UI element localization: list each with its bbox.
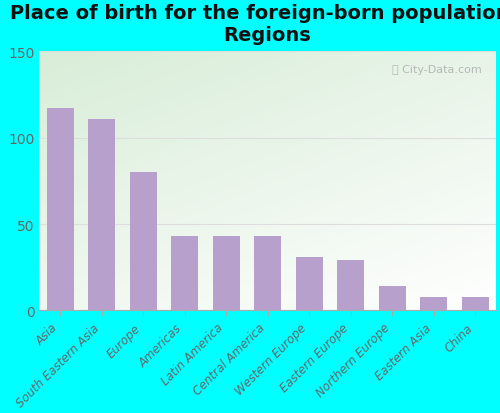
Bar <box>420 297 447 311</box>
Text: ⓘ City-Data.com: ⓘ City-Data.com <box>392 65 482 75</box>
Title: Place of birth for the foreign-born population -
Regions: Place of birth for the foreign-born popu… <box>10 4 500 45</box>
Bar <box>88 119 115 311</box>
Bar <box>254 237 281 311</box>
Bar <box>130 173 156 311</box>
Bar <box>378 287 406 311</box>
Bar <box>171 237 198 311</box>
Bar <box>46 109 74 311</box>
Bar <box>212 237 240 311</box>
Bar <box>296 257 322 311</box>
Bar <box>337 261 364 311</box>
Bar <box>462 297 488 311</box>
